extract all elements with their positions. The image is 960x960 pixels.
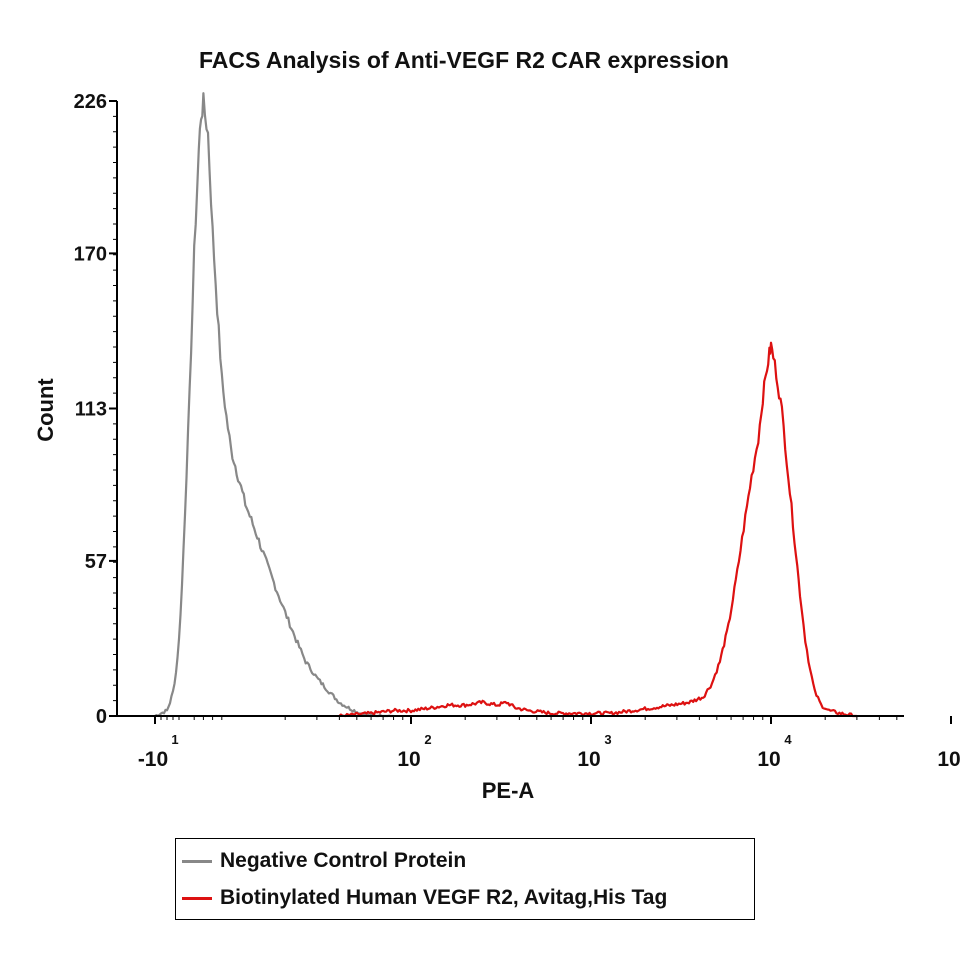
x-tick-exponent: 3 (604, 732, 611, 747)
x-tick-exponent: 2 (424, 732, 431, 747)
legend-swatch-negative-control (182, 859, 212, 863)
x-tick-label: 10 (397, 748, 420, 771)
x-ticks: -101102103104105 (138, 716, 960, 771)
legend-item-negative-control: Negative Control Protein (176, 846, 466, 876)
legend-label: Biotinylated Human VEGF R2, Avitag,His T… (220, 886, 668, 909)
legend-label: Negative Control Protein (220, 849, 467, 872)
y-tick-label: 170 (74, 243, 107, 265)
x-tick-label: 10 (757, 748, 780, 771)
y-tick-label: 226 (74, 91, 107, 113)
x-tick-exponent: 4 (784, 732, 792, 747)
x-tick-label: 10 (937, 748, 960, 771)
y-tick-label: 57 (85, 551, 107, 573)
x-tick-exponent: 1 (171, 732, 178, 747)
chart-title: FACS Analysis of Anti-VEGF R2 CAR expres… (199, 47, 729, 73)
y-axis-title: Count (33, 378, 58, 442)
series-negative-control-line (154, 92, 394, 718)
x-tick-label: 10 (577, 748, 600, 771)
y-tick-label: 113 (75, 399, 107, 421)
legend: Negative Control Protein Biotinylated Hu… (175, 838, 755, 920)
y-ticks: 0 57 113 170 226 (74, 91, 117, 728)
x-axis-title: PE-A (482, 778, 535, 803)
x-tick-label: -10 (138, 748, 168, 771)
series-biotinylated-vegf-r2-line (338, 341, 857, 718)
legend-swatch-biotinylated-vegf-r2 (182, 896, 212, 900)
legend-item-biotinylated-vegf-r2: Biotinylated Human VEGF R2, Avitag,His T… (176, 883, 667, 913)
plot-area (154, 92, 857, 718)
y-tick-label: 0 (96, 706, 107, 728)
